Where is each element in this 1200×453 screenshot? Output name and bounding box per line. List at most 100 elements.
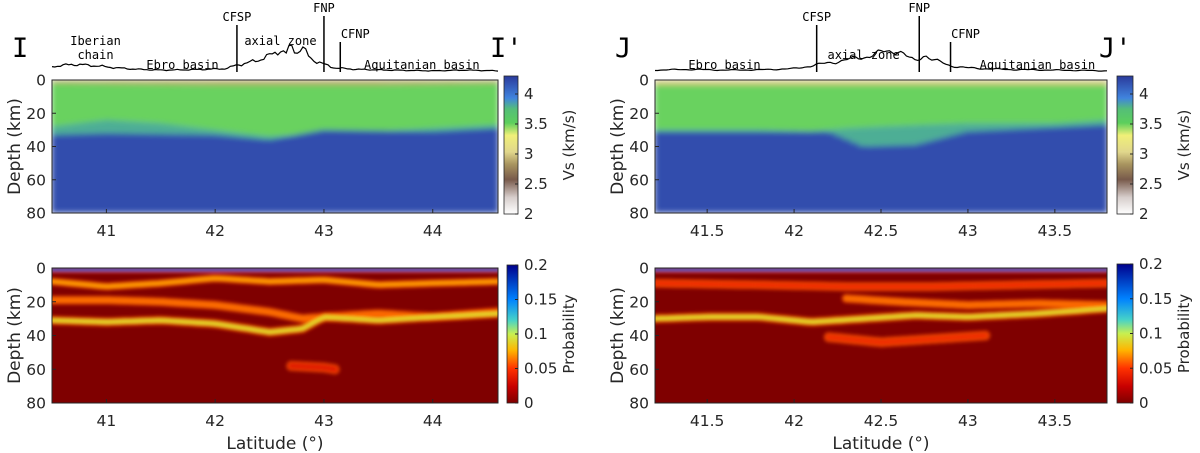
- velocity-layer-mantle: [244, 137, 254, 213]
- velocity-layer-mantle: [475, 129, 484, 213]
- velocity-layer-sediment-upper-crust: [812, 80, 822, 85]
- velocity-layer-mantle: [910, 144, 920, 213]
- velocity-layer-mantle: [96, 133, 105, 213]
- velocity-layer-mantle: [918, 143, 927, 213]
- velocity-layer-mantle: [110, 133, 120, 213]
- velocity-layer-mantle: [125, 133, 135, 213]
- velocity-layer-crust: [993, 84, 1003, 124]
- velocity-layer-mantle: [1076, 126, 1085, 213]
- velocity-layer-sediment-upper-crust: [1046, 80, 1055, 85]
- velocity-layer-crust: [110, 83, 120, 121]
- velocity-layer-mantle: [155, 134, 164, 213]
- velocity-layer-crust: [177, 84, 187, 126]
- velocity-layer-sediment-upper-crust: [872, 80, 882, 85]
- velocity-layer-lower-crust: [767, 130, 777, 132]
- velocity-layer-sediment-upper-crust: [96, 80, 105, 84]
- velocity-layer-sediment-upper-crust: [237, 80, 246, 85]
- velocity-layer-crust: [669, 84, 679, 130]
- velocity-layer-mantle: [252, 138, 261, 213]
- velocity-layer-mantle: [805, 131, 814, 213]
- velocity-layer-lower-crust: [1046, 123, 1055, 128]
- y-tick-label: 20: [26, 293, 46, 311]
- velocity-layer-crust: [467, 83, 477, 127]
- velocity-layer-lower-crust: [88, 121, 98, 134]
- x-tick-label: 43: [958, 412, 978, 430]
- velocity-layer-lower-crust: [110, 120, 120, 134]
- velocity-layer-sediment-upper-crust: [148, 80, 157, 85]
- velocity-layer-sediment-upper-crust: [475, 80, 484, 84]
- velocity-layer-lower-crust: [872, 126, 882, 147]
- velocity-layer-crust: [1098, 84, 1107, 121]
- velocity-layer-crust: [970, 84, 980, 124]
- velocity-layer-crust: [1008, 84, 1018, 124]
- velocity-layer-lower-crust: [752, 129, 761, 132]
- velocity-layer-lower-crust: [222, 131, 231, 136]
- velocity-layer-crust: [1001, 84, 1010, 124]
- velocity-layer-mantle: [835, 136, 844, 213]
- y-tick-label: 80: [26, 395, 46, 413]
- velocity-layer-sediment-upper-crust: [707, 80, 716, 85]
- velocity-layer-crust: [1031, 84, 1040, 124]
- velocity-layer-mantle: [1038, 127, 1048, 213]
- velocity-layer-crust: [850, 84, 859, 128]
- topography: Ebro basin axial zone Aquitanian basin CFSP…: [615, 1, 1132, 72]
- velocity-layer-crust: [684, 84, 694, 130]
- colorbar-tick-label: 3.5: [524, 115, 548, 133]
- velocity-layer-crust: [1053, 84, 1063, 124]
- interface-core: [844, 297, 1107, 307]
- velocity-layer-sediment-upper-crust: [259, 80, 269, 85]
- y-tick-label: 40: [629, 138, 649, 156]
- velocity-layer-sediment-upper-crust: [348, 80, 358, 85]
- y-tick-label: 0: [639, 72, 649, 90]
- velocity-layer-crust: [940, 84, 950, 125]
- velocity-layer-crust: [438, 84, 447, 128]
- velocity-layer-mantle: [895, 145, 905, 213]
- velocity-layer-mantle: [744, 131, 754, 213]
- velocity-layer-crust: [925, 84, 935, 125]
- velocity-layer-mantle: [289, 135, 298, 213]
- velocity-layer-crust: [259, 84, 269, 136]
- colorbar-tick-label: 0.05: [1139, 359, 1172, 377]
- velocity-layer-mantle: [467, 129, 477, 213]
- velocity-layer-lower-crust: [215, 130, 224, 136]
- x-tick-label: 42: [205, 222, 225, 240]
- velocity-layer-lower-crust: [1008, 123, 1018, 130]
- colorbar-tick-label: 3: [1139, 145, 1149, 163]
- colorbar-label: Vs (km/s): [560, 110, 578, 181]
- colorbar-tick-label: 0.2: [524, 256, 548, 274]
- x-tick-label: 43: [958, 222, 978, 240]
- velocity-layer-mantle: [274, 138, 283, 213]
- velocity-layer-mantle: [970, 131, 980, 213]
- velocity-layer-crust: [752, 84, 761, 130]
- profile-end-label: J': [1099, 33, 1132, 64]
- interface-core: [827, 334, 987, 344]
- velocity-layer-crust: [148, 84, 157, 123]
- velocity-layer-sediment-upper-crust: [311, 80, 321, 85]
- velocity-layer-sediment-upper-crust: [460, 80, 469, 84]
- velocity-layer-crust: [222, 84, 231, 132]
- velocity-layer-sediment-upper-crust: [244, 80, 254, 85]
- velocity-layer-lower-crust: [1031, 123, 1040, 129]
- topography-profile: [655, 49, 1108, 72]
- velocity-layer-lower-crust: [400, 129, 410, 132]
- velocity-layer-sediment-upper-crust: [356, 80, 365, 85]
- velocity-layer-mantle: [812, 131, 822, 213]
- velocity-layer-sediment-upper-crust: [677, 80, 686, 85]
- y-tick-label: 60: [26, 171, 46, 189]
- colorbar: 0 0.05 0.1 0.15 0.2 Probability: [506, 256, 578, 412]
- velocity-layer-sediment-upper-crust: [467, 80, 477, 84]
- velocity-layer-crust: [96, 83, 105, 121]
- velocity-layer-crust: [73, 83, 83, 124]
- velocity-layer-lower-crust: [140, 122, 150, 134]
- velocity-layer-mantle: [888, 145, 897, 213]
- velocity-layer-mantle: [857, 145, 867, 213]
- velocity-layer-mantle: [865, 146, 874, 213]
- velocity-layer-sediment-upper-crust: [1076, 80, 1085, 85]
- velocity-layer-sediment-upper-crust: [925, 80, 935, 85]
- velocity-layer-lower-crust: [192, 127, 202, 135]
- velocity-layer-lower-crust: [790, 130, 799, 132]
- velocity-layer-sediment-upper-crust: [341, 80, 350, 85]
- velocity-layer-sediment-upper-crust: [252, 80, 261, 85]
- velocity-layer-mantle: [737, 131, 746, 213]
- velocity-layer-crust: [759, 84, 769, 131]
